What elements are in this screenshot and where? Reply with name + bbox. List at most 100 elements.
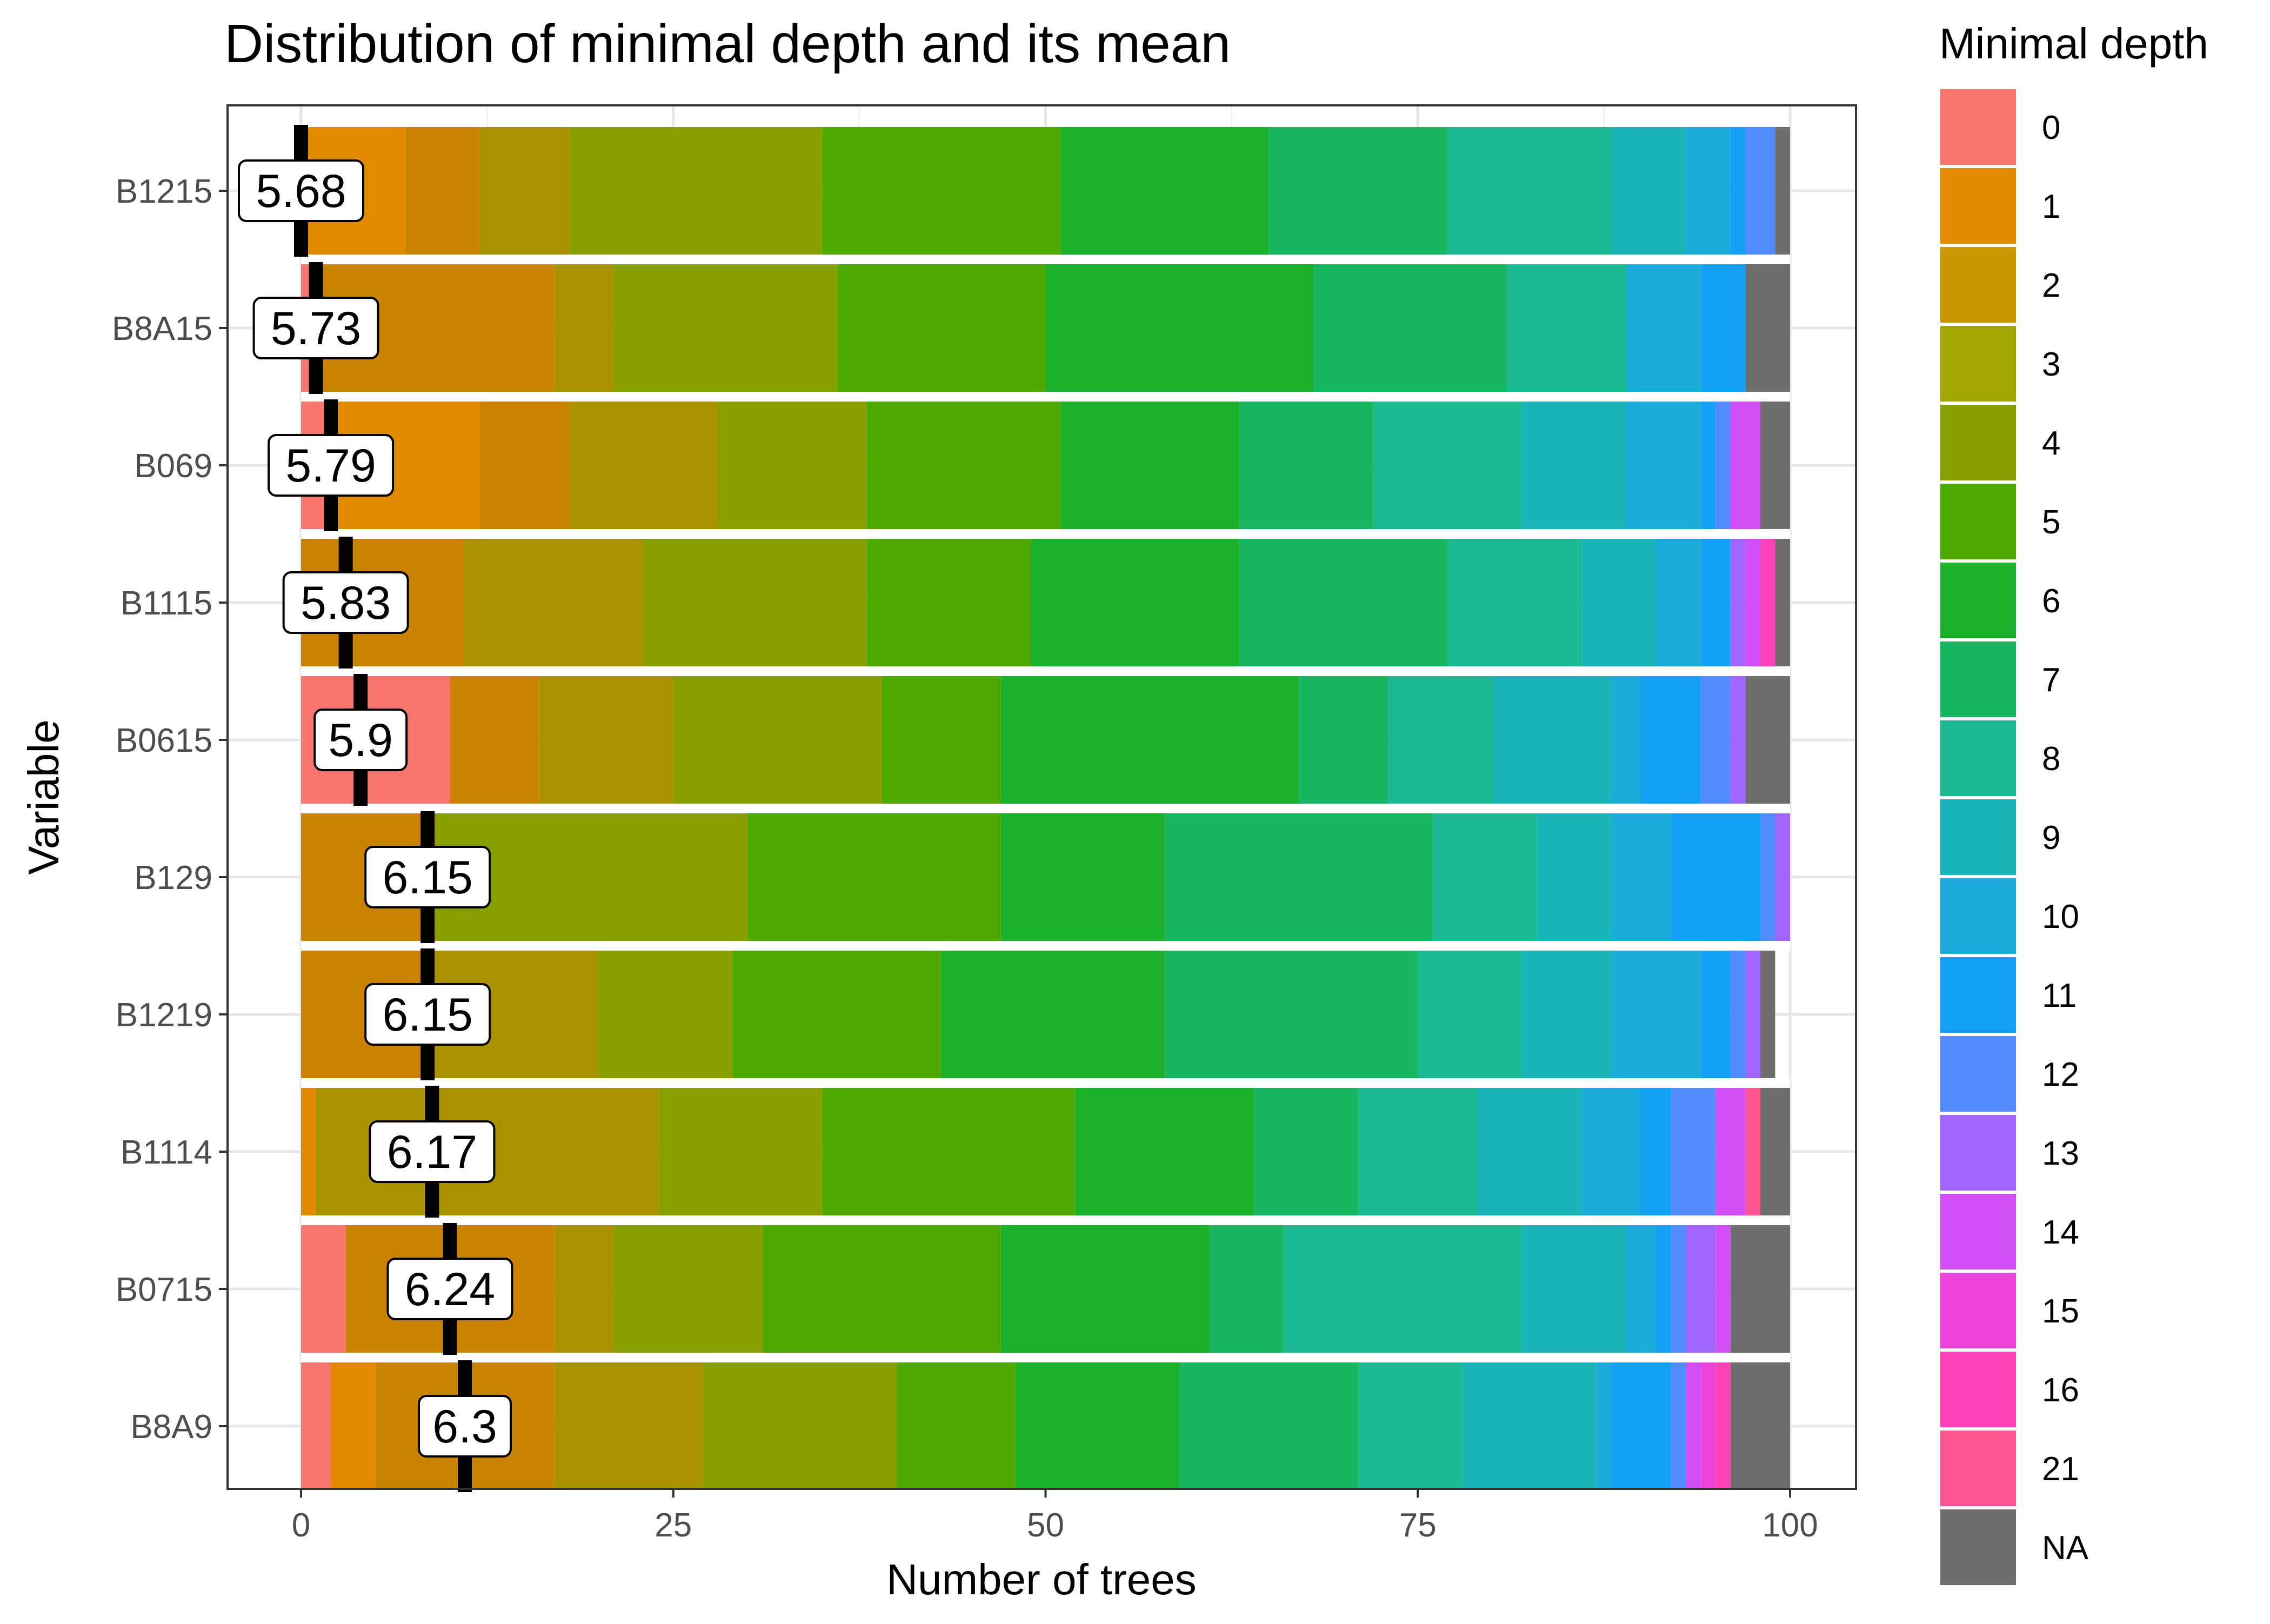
mean-label-box [369,1120,496,1183]
bar-segment [1611,951,1701,1078]
bar-segment [643,539,867,666]
y-tick-label: B1114 [121,1134,212,1171]
bar-segment [1060,402,1239,529]
legend-key [1940,1115,2016,1191]
bar-segment [1775,539,1790,666]
legend-label: 8 [2042,740,2060,778]
bar-separators [301,255,1790,1362]
x-tick-label: 0 [292,1507,310,1544]
mean-label-box [252,297,379,359]
bar-segment [866,402,1061,529]
bar-segment [1268,127,1448,255]
bar-segment [1000,676,1299,804]
bar-segment [1775,813,1790,941]
legend-label: 16 [2042,1372,2079,1409]
bar-segment [1775,127,1790,255]
bar-segment [882,676,1001,804]
bar-segment [1596,1362,1612,1490]
bar-segment [1715,1088,1746,1215]
bar-segment [1432,813,1537,941]
bar-segment [1254,1088,1359,1215]
y-tick-label: B1115 [121,585,212,622]
legend-label: 10 [2042,898,2079,935]
bar-segment [1745,539,1760,666]
mean-label-box [313,709,408,771]
mean-label: 5.79 [285,440,376,492]
bar-segment [1537,813,1612,941]
mean-label-box [364,846,491,908]
bar-segment [658,1088,823,1215]
bar-segment [1671,813,1760,941]
legend-label: 14 [2042,1214,2079,1251]
bar-segment [1164,951,1418,1078]
bar-segment [1626,402,1701,529]
bar-segment [1447,127,1612,255]
bar-segment [673,676,882,804]
plot-border [226,104,1857,1490]
legend-label: 13 [2042,1135,2079,1172]
bar-segment [1462,1362,1597,1490]
bar-segment [1388,676,1492,804]
x-axis: 0 25 50 75 100 [292,1489,1818,1544]
legend-key [1940,1352,2016,1427]
bar-segment [301,1225,346,1353]
y-tick-label: B1219 [116,997,212,1034]
y-tick-label: B0615 [116,722,212,759]
legend-key [1940,326,2016,402]
mean-label: 5.68 [256,165,346,217]
legend-key [1940,89,2016,165]
legend-key [1940,641,2016,717]
legend-key [1940,799,2016,875]
bar-segment [1745,127,1775,255]
mean-label-box [282,571,409,634]
bar-segment [1045,264,1314,392]
x-tick-label: 25 [655,1507,692,1544]
bar-segment [613,264,837,392]
bar-segment [1447,539,1582,666]
legend-key [1940,720,2016,796]
legend-key [1940,405,2016,480]
bar-segment [1700,539,1731,666]
bar-segment [1700,951,1731,1078]
bar-segment [554,1225,614,1353]
bar-segment [1611,813,1671,941]
legend-title: Minimal depth [1939,19,2208,68]
bar-segment [1745,676,1790,804]
bar-segment [1179,1362,1359,1490]
legend-key [1940,878,2016,954]
bar-segment [1671,1225,1686,1353]
mean-label: 6.24 [405,1264,495,1315]
legend-key [1940,484,2016,559]
bar-segment [479,127,569,255]
legend-key [1940,247,2016,323]
bar-segment [1611,676,1641,804]
legend-label: 6 [2042,583,2060,620]
x-tick-label: 75 [1399,1507,1437,1544]
bar-segment [1611,127,1686,255]
bar-segment [1060,127,1269,255]
bar-segment [569,402,718,529]
bar-segment [1239,402,1373,529]
mean-label: 5.9 [328,714,393,766]
bar-segment [554,264,614,392]
mean-label-box [364,983,491,1046]
bar-segment [1358,1088,1478,1215]
legend-key [1940,957,2016,1033]
legend-label: 12 [2042,1056,2079,1093]
y-tick-label: B8A9 [130,1408,212,1446]
mean-markers: 5.68 5.73 5.79 5.83 5.9 6.15 6.15 6.17 6.24 6.3 [238,125,513,1492]
legend-label: NA [2042,1529,2089,1567]
bar-segment [1641,676,1701,804]
bar-segment [747,813,1001,941]
bar-segment [1760,813,1775,941]
bar-segment [1581,539,1657,666]
bar-segment [1700,1362,1716,1490]
legend-label: 4 [2042,425,2060,462]
legend-label: 5 [2042,504,2060,541]
legend-key [1940,1509,2016,1585]
bar-segment [1700,402,1716,529]
mean-label-box [268,434,395,497]
bar-segment [1700,264,1746,392]
bar-segment [718,402,867,529]
bar-segment [1745,951,1760,1078]
